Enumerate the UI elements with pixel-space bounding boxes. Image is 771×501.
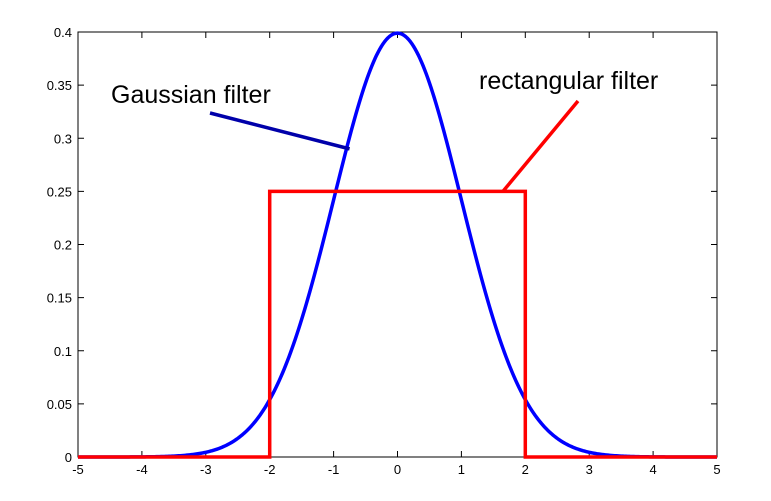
x-tick-label: 5	[713, 462, 720, 477]
series-layer	[77, 31, 718, 459]
x-tick-label: -5	[72, 462, 84, 477]
y-tick-label: 0.4	[54, 25, 72, 40]
annotation-gaussian-filter: Gaussian filter	[111, 81, 271, 109]
y-tick-label: 0.1	[54, 344, 72, 359]
x-tick-label: 1	[458, 462, 465, 477]
x-tick-label: 2	[522, 462, 529, 477]
y-tick-label: 0.15	[47, 291, 72, 306]
x-tick-label: -4	[136, 462, 148, 477]
x-tick-label: -3	[200, 462, 212, 477]
x-tick-label: -2	[264, 462, 276, 477]
x-tick-label: 3	[586, 462, 593, 477]
text-layer: Gaussian filter rectangular filter -5 -4 -…	[47, 25, 721, 477]
x-tick-label: 4	[649, 462, 656, 477]
annotation-rectangular-filter: rectangular filter	[479, 67, 658, 95]
x-tick-label: -1	[328, 462, 340, 477]
annotation-layer	[209, 99, 580, 193]
y-tick-label: 0.25	[47, 184, 72, 199]
gaussian-annotation-arrow	[209, 111, 351, 151]
y-tick-label: 0	[65, 450, 72, 465]
y-tick-label: 0.2	[54, 238, 72, 253]
y-tick-label: 0.3	[54, 131, 72, 146]
rectangular-filter-line	[78, 189, 717, 459]
rectangular-annotation-arrow	[501, 99, 580, 193]
y-tick-label: 0.05	[47, 397, 72, 412]
y-tick-label: 0.35	[47, 78, 72, 93]
x-tick-label: 0	[394, 462, 401, 477]
